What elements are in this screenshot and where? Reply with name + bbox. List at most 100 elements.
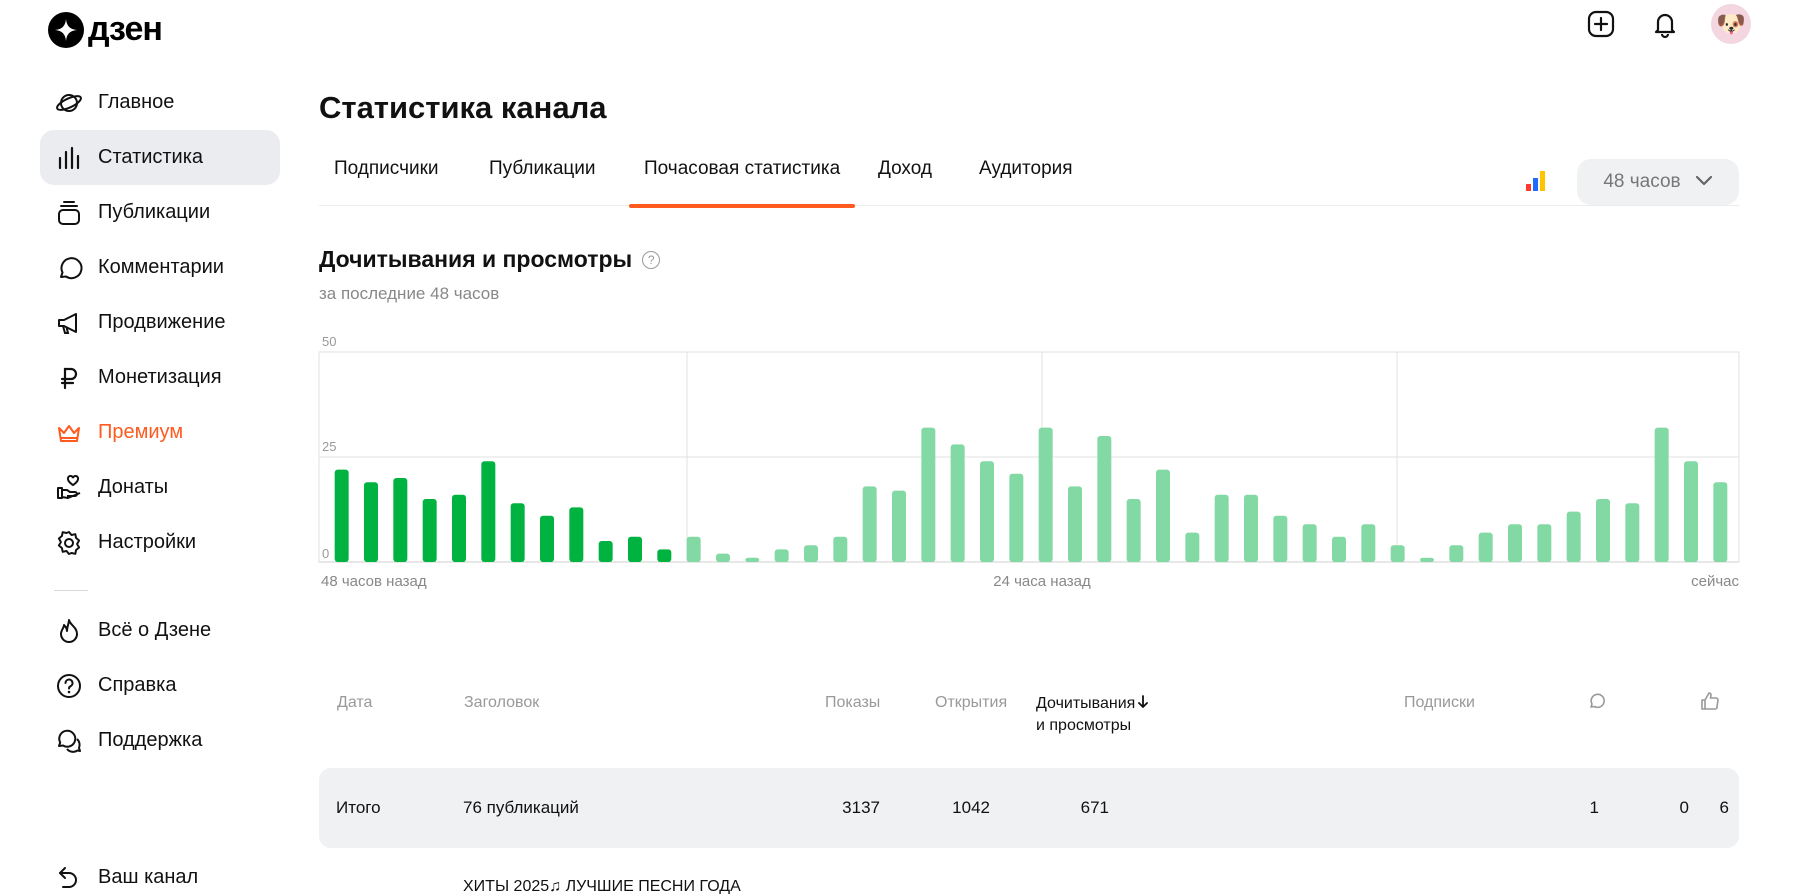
sidebar-item-label: Справка xyxy=(98,674,177,696)
zen-star-icon xyxy=(48,11,84,48)
reads-chart: 50 25 0 48 часов назад 24 часа назад сейчас xyxy=(318,332,1740,602)
x-label-start: 48 часов назад xyxy=(321,573,427,590)
chart-bar xyxy=(1244,494,1258,562)
flame-icon xyxy=(54,616,84,646)
chart-bar xyxy=(980,461,994,562)
thumbs-up-icon[interactable] xyxy=(1700,691,1720,716)
chart-bar xyxy=(1361,524,1376,562)
bell-icon[interactable] xyxy=(1647,6,1683,42)
sidebar-bottom: Ваш канал xyxy=(40,850,198,894)
chart-bar xyxy=(1478,532,1493,562)
sidebar-divider xyxy=(54,590,88,591)
chart-bar xyxy=(921,427,936,562)
sidebar-item-publications[interactable]: Публикации xyxy=(40,185,280,240)
chart-bar xyxy=(1332,536,1346,562)
sidebar-item-label: Статистика xyxy=(98,146,204,168)
sidebar-item-premium[interactable]: Премиум xyxy=(40,405,280,460)
sidebar-item-monetization[interactable]: Монетизация xyxy=(40,350,280,405)
sidebar-item-settings[interactable]: Настройки xyxy=(40,515,280,570)
sidebar-item-support[interactable]: Поддержка xyxy=(40,713,280,768)
column-date[interactable]: Дата xyxy=(337,694,373,711)
x-label-end: сейчас xyxy=(1691,573,1739,590)
y-tick-label: 50 xyxy=(322,334,336,349)
sidebar-item-label: Главное xyxy=(98,91,175,113)
chart-bar xyxy=(1126,499,1141,562)
column-title[interactable]: Заголовок xyxy=(464,694,540,711)
chart-canvas: 50 25 0 48 часов назад 24 часа назад сейчас xyxy=(318,334,1740,590)
sidebar-item-label: Монетизация xyxy=(98,366,222,388)
chart-bar xyxy=(510,503,525,562)
question-icon xyxy=(54,671,84,701)
sidebar-item-promotion[interactable]: Продвижение xyxy=(40,295,280,350)
chart-bar xyxy=(1156,469,1170,562)
plus-square-icon[interactable] xyxy=(1583,6,1619,42)
total-likes: 6 xyxy=(1719,798,1729,817)
chart-bar xyxy=(1009,473,1024,562)
sidebar-item-help[interactable]: Справка xyxy=(40,658,280,713)
chart-bar xyxy=(1654,427,1669,562)
help-icon[interactable]: ? xyxy=(642,250,661,269)
chart-bar xyxy=(1537,524,1552,562)
chart-bar xyxy=(1214,494,1229,562)
sidebar-item-comments[interactable]: Комментарии xyxy=(40,240,280,295)
sidebar-item-label: Премиум xyxy=(98,421,184,443)
chart-bar xyxy=(1097,436,1112,562)
logo-text: дзен xyxy=(88,10,163,48)
comment-icon[interactable] xyxy=(1588,692,1606,715)
back-arrow-icon xyxy=(54,863,84,893)
chart-bar xyxy=(774,549,789,562)
chart-bar xyxy=(1449,545,1464,562)
tab-audience[interactable]: Аудитория xyxy=(979,158,1073,179)
y-tick-label: 25 xyxy=(322,439,336,454)
sidebar-item-your-channel[interactable]: Ваш канал xyxy=(40,850,198,894)
total-comments: 0 xyxy=(1679,798,1689,817)
top-actions: 🐶 xyxy=(1583,4,1751,44)
chat-bubbles-icon xyxy=(54,726,84,756)
chart-bar xyxy=(393,478,408,562)
column-impressions[interactable]: Показы xyxy=(825,694,881,711)
chart-bar xyxy=(481,461,496,562)
sidebar-item-label: Ваш канал xyxy=(98,866,199,888)
chart-bar xyxy=(950,444,965,562)
logo[interactable]: дзен xyxy=(48,10,163,49)
section-subtitle: за последние 48 часов xyxy=(319,284,500,303)
megaphone-icon xyxy=(54,308,84,338)
tab-income[interactable]: Доход xyxy=(878,158,932,179)
chart-bar xyxy=(892,490,906,562)
total-subscriptions: 1 xyxy=(1589,798,1599,817)
chart-bar xyxy=(1068,486,1082,562)
column-subscriptions[interactable]: Подписки xyxy=(1404,694,1475,711)
chart-bar xyxy=(364,482,378,562)
sidebar-item-stats[interactable]: Статистика xyxy=(40,130,280,185)
avatar[interactable]: 🐶 xyxy=(1711,4,1751,44)
chart-bar xyxy=(1566,511,1581,562)
chart-bar xyxy=(628,536,642,562)
sidebar-item-donations[interactable]: Донаты xyxy=(40,460,280,515)
tab-publications[interactable]: Публикации xyxy=(489,158,596,179)
planet-icon xyxy=(54,88,84,118)
chart-bar xyxy=(833,536,848,562)
sidebar-item-main[interactable]: Главное xyxy=(40,75,280,130)
period-select[interactable]: 48 часов xyxy=(1577,159,1739,205)
chart-bar xyxy=(862,486,877,562)
chart-bar xyxy=(598,541,613,562)
comment-icon xyxy=(54,253,84,283)
sidebar-item-label: Публикации xyxy=(98,201,211,223)
chart-bar xyxy=(1390,545,1405,562)
sidebar-item-label: Всё о Дзене xyxy=(98,619,212,641)
chart-type-icon[interactable] xyxy=(1523,168,1549,194)
column-opens[interactable]: Открытия xyxy=(935,694,1008,711)
ruble-icon xyxy=(54,363,84,393)
sidebar-item-about[interactable]: Всё о Дзене xyxy=(40,603,280,658)
tab-subscribers[interactable]: Подписчики xyxy=(334,158,439,179)
sidebar-item-label: Донаты xyxy=(98,476,169,498)
gear-icon xyxy=(54,528,84,558)
column-reads[interactable]: Дочитывания и просмотры xyxy=(1036,694,1156,736)
chart-bar xyxy=(1508,524,1522,562)
tab-bar: Подписчики Публикации Почасовая статисти… xyxy=(319,150,1739,208)
period-select-value: 48 часов xyxy=(1603,171,1681,192)
tab-hourly-stats[interactable]: Почасовая статистика xyxy=(628,158,856,208)
sort-down-arrow-icon xyxy=(1137,694,1149,716)
publication-row-title[interactable]: ХИТЫ 2025♫ ЛУЧШИЕ ПЕСНИ ГОДА xyxy=(463,878,741,894)
sidebar-item-label: Продвижение xyxy=(98,311,226,333)
